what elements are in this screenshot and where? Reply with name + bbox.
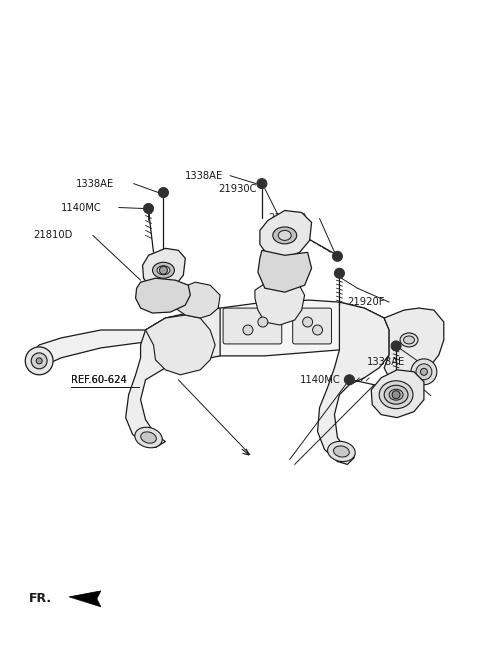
Polygon shape xyxy=(145,300,389,356)
Circle shape xyxy=(25,347,53,375)
Polygon shape xyxy=(371,370,424,418)
Circle shape xyxy=(159,267,168,274)
FancyBboxPatch shape xyxy=(223,308,282,344)
Text: 1140MC: 1140MC xyxy=(61,202,102,212)
Text: FR.: FR. xyxy=(29,592,52,605)
Circle shape xyxy=(312,325,323,335)
Polygon shape xyxy=(69,591,101,607)
Polygon shape xyxy=(260,210,312,258)
Text: REF.60-624: REF.60-624 xyxy=(71,375,127,384)
Text: 21810D: 21810D xyxy=(33,231,72,240)
Circle shape xyxy=(243,325,253,335)
Text: 21830: 21830 xyxy=(371,384,403,395)
Text: 21930C: 21930C xyxy=(218,183,257,194)
Circle shape xyxy=(36,358,42,364)
Text: 1140MC: 1140MC xyxy=(300,375,340,384)
Circle shape xyxy=(392,391,400,399)
FancyBboxPatch shape xyxy=(293,308,332,344)
Ellipse shape xyxy=(379,381,413,409)
Circle shape xyxy=(344,375,354,384)
Circle shape xyxy=(144,204,154,214)
Ellipse shape xyxy=(400,333,418,347)
Ellipse shape xyxy=(327,441,355,462)
Circle shape xyxy=(335,269,344,278)
Circle shape xyxy=(333,252,342,261)
Circle shape xyxy=(257,179,267,189)
Circle shape xyxy=(258,317,268,327)
Ellipse shape xyxy=(384,385,408,404)
Circle shape xyxy=(420,368,427,375)
Polygon shape xyxy=(143,248,185,290)
Polygon shape xyxy=(258,250,312,292)
Polygon shape xyxy=(384,308,444,382)
Ellipse shape xyxy=(153,262,174,278)
Ellipse shape xyxy=(135,427,162,448)
Circle shape xyxy=(302,317,312,327)
Text: 21920F: 21920F xyxy=(348,297,385,307)
Circle shape xyxy=(416,364,432,380)
Ellipse shape xyxy=(273,227,297,244)
Text: 1338AE: 1338AE xyxy=(367,357,406,367)
Polygon shape xyxy=(136,278,190,313)
Text: REF.60-624: REF.60-624 xyxy=(71,375,127,384)
Polygon shape xyxy=(172,282,220,318)
Text: 21890B: 21890B xyxy=(268,214,306,223)
Circle shape xyxy=(31,353,47,369)
Text: 1338AE: 1338AE xyxy=(185,171,224,181)
Ellipse shape xyxy=(157,266,170,274)
Ellipse shape xyxy=(141,432,156,443)
Ellipse shape xyxy=(334,446,349,457)
Polygon shape xyxy=(31,330,145,368)
Circle shape xyxy=(391,341,401,351)
Polygon shape xyxy=(145,315,215,375)
Text: 1338AE: 1338AE xyxy=(76,179,114,189)
Circle shape xyxy=(411,359,437,384)
Ellipse shape xyxy=(404,336,415,344)
Ellipse shape xyxy=(389,389,403,400)
Ellipse shape xyxy=(278,231,291,240)
Polygon shape xyxy=(126,308,220,447)
Polygon shape xyxy=(318,302,389,464)
Polygon shape xyxy=(255,278,305,325)
Circle shape xyxy=(158,187,168,198)
